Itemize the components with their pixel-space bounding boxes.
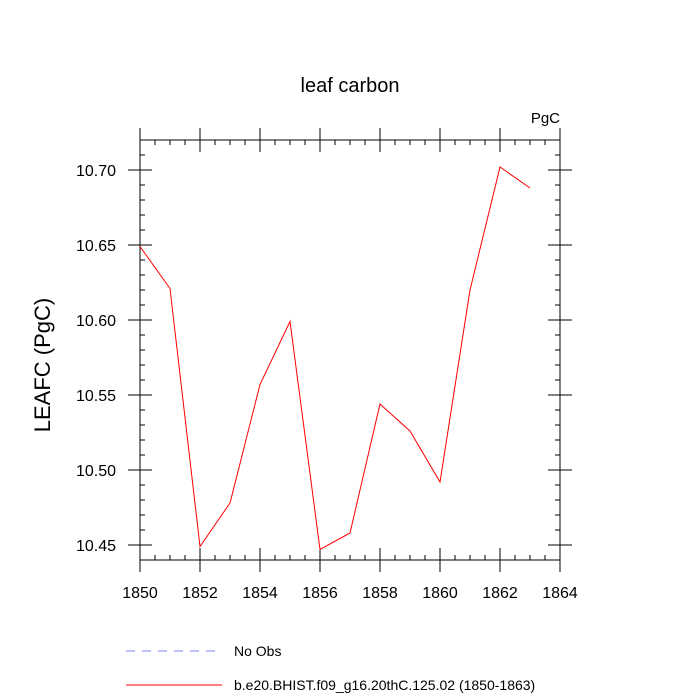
axis-ticks xyxy=(128,128,572,572)
y-tick-label: 10.70 xyxy=(76,163,116,180)
y-tick-label: 10.45 xyxy=(76,538,116,555)
legend-label-model: b.e20.BHIST.f09_g16.20thC.125.02 (1850-1… xyxy=(234,677,535,693)
x-tick-label: 1852 xyxy=(182,585,218,602)
y-tick-label: 10.50 xyxy=(76,463,116,480)
y-tick-label: 10.55 xyxy=(76,388,116,405)
legend: No Obs b.e20.BHIST.f09_g16.20thC.125.02 … xyxy=(126,643,535,693)
tick-labels: 1850 1852 1854 1856 1858 1860 1862 1864 10.45 10.… xyxy=(76,163,578,602)
x-tick-label: 1864 xyxy=(542,585,578,602)
y-tick-label: 10.60 xyxy=(76,313,116,330)
x-tick-label: 1854 xyxy=(242,585,278,602)
chart-title: leaf carbon xyxy=(301,75,400,97)
x-tick-label: 1858 xyxy=(362,585,398,602)
legend-label-no-obs: No Obs xyxy=(234,643,281,659)
series-layer xyxy=(139,166,531,551)
x-tick-label: 1862 xyxy=(482,585,518,602)
plot-frame xyxy=(139,139,561,561)
y-tick-label: 10.65 xyxy=(76,238,116,255)
x-tick-label: 1856 xyxy=(302,585,338,602)
series-line xyxy=(139,166,531,551)
x-tick-label: 1850 xyxy=(122,585,158,602)
x-tick-label: 1860 xyxy=(422,585,458,602)
y-axis-label: LEAFC (PgC) xyxy=(30,298,55,432)
units-label: PgC xyxy=(531,110,560,127)
